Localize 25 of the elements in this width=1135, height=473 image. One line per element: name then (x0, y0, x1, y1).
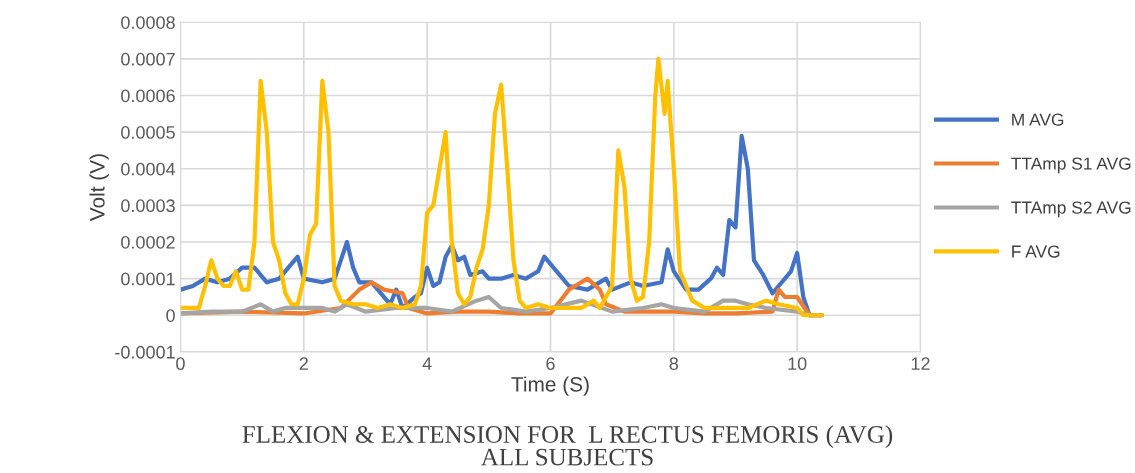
text: FLEXION & EXTENSION FOR L RECTUS FEMORIS (AVG) ALL SUBJECTS (242, 425, 893, 466)
y-tick-label: 0.0008 (121, 16, 175, 29)
x-tick-label: 12 (911, 357, 930, 370)
x-tick-label: 6 (546, 357, 555, 371)
y-tick-label: 0.0005 (121, 126, 175, 139)
x-axis-title: Time (S) (511, 376, 589, 396)
x-tick-label: 2 (299, 357, 308, 370)
x-tick-label: 10 (788, 357, 807, 371)
y-tick-label: 0.0003 (121, 199, 175, 213)
y-tick-label: 0.0004 (121, 162, 176, 176)
x-tick-label: 8 (669, 357, 679, 371)
x-tick-label: 4 (422, 357, 432, 370)
legend-label: M AVG (1012, 113, 1064, 126)
y-axis-title: Volt (V) (89, 154, 109, 222)
legend-label: F AVG (1012, 245, 1060, 258)
y-tick-label: 0.0007 (121, 52, 175, 66)
y-tick-label: 0 (166, 309, 175, 322)
legend-label: TTAmp S1 AVG (1011, 157, 1131, 174)
line-series (180, 56, 824, 318)
y-tick-label: 0.0001 (121, 272, 175, 286)
y-tick-label: 0.0006 (121, 89, 175, 103)
legend-label: TTAmp S2 AVG (1011, 201, 1131, 218)
y-tick-label: -0.0001 (115, 345, 175, 359)
y-tick-label: 0.0002 (121, 235, 175, 249)
x-tick-label: 0 (176, 357, 185, 371)
